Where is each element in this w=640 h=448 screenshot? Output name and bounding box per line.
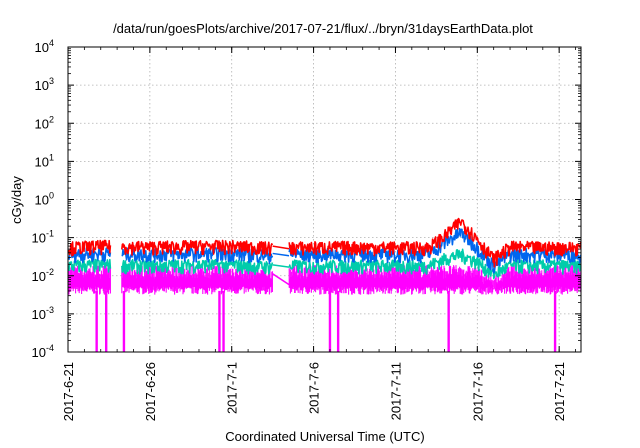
- series-gap-bridge: [272, 252, 290, 257]
- series-4: [68, 265, 582, 295]
- x-tick-label: 2017-7-21: [552, 362, 567, 421]
- y-axis-label: cGy/day: [9, 176, 24, 224]
- series-gap-bridge: [272, 245, 290, 250]
- series-3: [68, 248, 582, 280]
- series-trace: [68, 217, 582, 268]
- x-axis-label: Coordinated Universal Time (UTC): [225, 429, 424, 444]
- series-trace: [68, 265, 582, 295]
- chart-title: /data/run/goesPlots/archive/2017-07-21/f…: [113, 21, 533, 36]
- x-tick-label: 2017-7-1: [225, 362, 240, 414]
- series-trace: [68, 248, 582, 280]
- series-gap-bridge: [272, 273, 290, 286]
- series-gap-bridge: [272, 264, 290, 268]
- x-tick-label: 2017-6-26: [143, 362, 158, 421]
- x-axis: 2017-6-21 2017-6-26 2017-7-1 2017-7-6 2017-7…: [61, 47, 576, 421]
- x-tick-label: 2017-6-21: [61, 362, 76, 421]
- data-series: [68, 217, 582, 352]
- x-tick-label: 2017-7-16: [470, 362, 485, 421]
- series-1: [68, 217, 582, 268]
- x-tick-label: 2017-7-11: [388, 362, 403, 420]
- x-tick-label: 2017-7-6: [307, 362, 322, 414]
